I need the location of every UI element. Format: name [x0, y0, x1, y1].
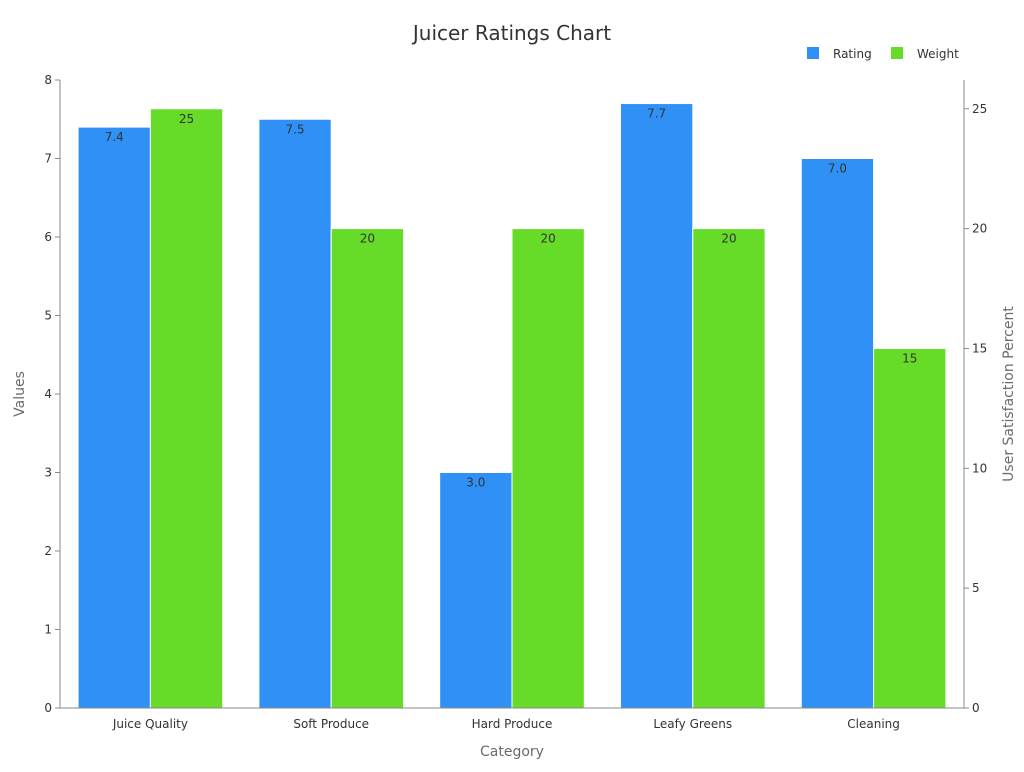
legend-label-weight: Weight [917, 47, 959, 61]
bars-layer [77, 103, 947, 709]
bar-rating-1 [258, 118, 332, 709]
data-label-rating-4: 7.0 [828, 162, 847, 176]
data-label-rating-2: 3.0 [466, 476, 485, 490]
bar-weight-1 [330, 228, 405, 709]
data-label-weight-4: 15 [902, 351, 917, 365]
bar-weight-3 [692, 228, 766, 709]
x-axis-title: Category [480, 744, 544, 760]
x-tick-label-0: Juice Quality [112, 717, 188, 731]
bar-weight-2 [511, 228, 585, 709]
data-label-weight-3: 20 [721, 232, 736, 246]
x-tick-label-4: Cleaning [847, 717, 900, 731]
bar-rating-2 [439, 472, 513, 709]
x-tick-label-3: Leafy Greens [653, 717, 732, 731]
y2-axis-title: User Satisfaction Percent [1001, 306, 1017, 482]
data-label-weight-1: 20 [360, 232, 375, 246]
data-label-weight-2: 20 [541, 232, 556, 246]
bar-rating-4 [800, 158, 875, 709]
y-tick-label-1: 1 [44, 623, 52, 637]
bar-rating-0 [77, 126, 151, 709]
x-tick-label-2: Hard Produce [472, 717, 553, 731]
y2-tick-label-4: 20 [972, 222, 987, 236]
y-tick-label-4: 4 [44, 387, 52, 401]
y-tick-label-5: 5 [44, 309, 52, 323]
y-tick-label-2: 2 [44, 544, 52, 558]
axes-layer: Juice Quality Soft Produce Hard Produce Lea… [44, 73, 987, 731]
legend-swatch-weight [891, 47, 903, 59]
y-tick-label-3: 3 [44, 466, 52, 480]
bar-weight-0 [149, 108, 224, 709]
y-tick-label-7: 7 [44, 152, 52, 166]
y-tick-label-0: 0 [44, 701, 52, 715]
data-label-weight-0: 25 [179, 112, 194, 126]
y2-tick-label-0: 0 [972, 701, 980, 715]
legend-swatch-rating [807, 47, 819, 59]
y-tick-label-8: 8 [44, 73, 52, 87]
x-tick-label-1: Soft Produce [293, 717, 369, 731]
y-tick-label-6: 6 [44, 230, 52, 244]
y2-tick-label-2: 10 [972, 461, 987, 475]
y2-tick-label-3: 15 [972, 341, 987, 355]
legend-label-rating: Rating [833, 47, 872, 61]
data-label-rating-0: 7.4 [105, 130, 124, 144]
y-axis-title: Values [12, 371, 28, 417]
bar-rating-3 [619, 103, 694, 709]
data-label-rating-3: 7.7 [647, 107, 666, 121]
bar-weight-4 [873, 347, 947, 709]
y2-tick-label-1: 5 [972, 581, 980, 595]
data-labels-layer: 7.4 25 7.5 20 3.0 20 7.7 20 7.0 15 [105, 107, 918, 490]
chart-title: Juicer Ratings Chart [411, 21, 611, 45]
legend: Rating Weight [807, 47, 959, 61]
y2-tick-label-5: 25 [972, 102, 987, 116]
data-label-rating-1: 7.5 [285, 122, 304, 136]
